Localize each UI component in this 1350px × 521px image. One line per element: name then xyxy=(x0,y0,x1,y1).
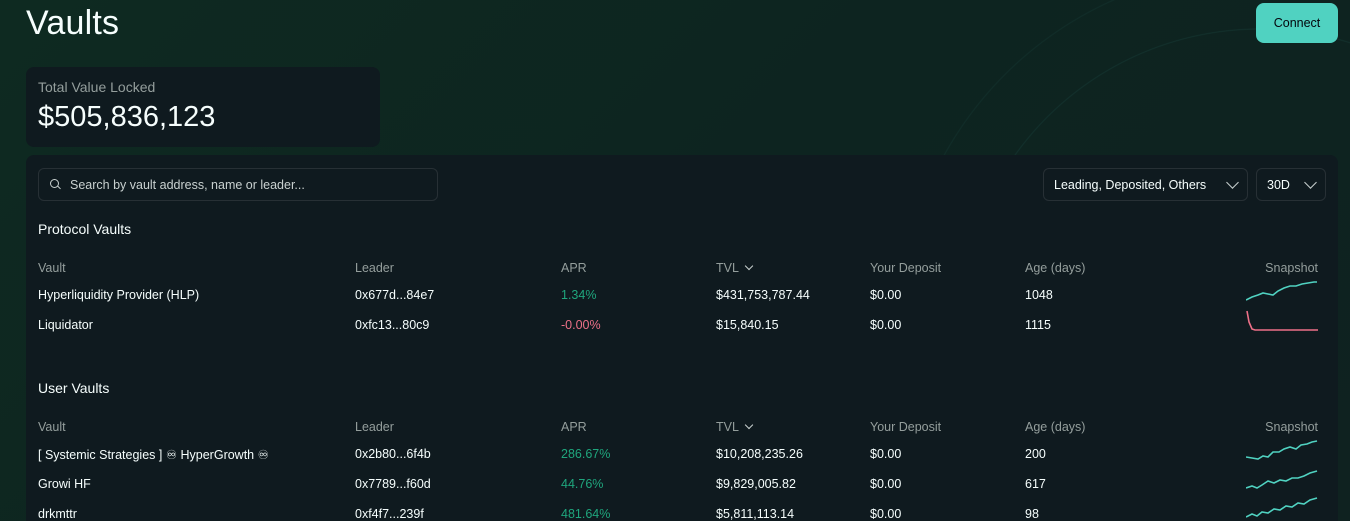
snapshot-sparkline xyxy=(1246,310,1318,331)
table-row[interactable]: Growi HF 0x7789...f60d 44.76% $9,829,005… xyxy=(38,470,1318,497)
tvl-value: $15,840.15 xyxy=(716,318,779,332)
tvl-value: $10,208,235.26 xyxy=(716,447,803,461)
column-header-tvl-label: TVL xyxy=(716,420,739,434)
leader-address: 0xf4f7...239f xyxy=(355,507,424,521)
age-value: 98 xyxy=(1025,507,1039,521)
deposit-value: $0.00 xyxy=(870,477,902,491)
column-header-vault[interactable]: Vault xyxy=(38,420,66,434)
snapshot-sparkline xyxy=(1246,470,1318,489)
leader-address: 0x7789...f60d xyxy=(355,477,431,491)
age-value: 200 xyxy=(1025,447,1046,461)
page-title: Vaults xyxy=(26,4,120,42)
chevron-down-icon xyxy=(1226,176,1239,189)
snapshot-sparkline xyxy=(1246,497,1318,518)
protocol-table-header: Vault Leader APR TVL Your Deposit Age (d… xyxy=(38,261,1318,281)
column-header-deposit[interactable]: Your Deposit xyxy=(870,420,942,434)
vault-filter-dropdown[interactable]: Leading, Deposited, Others xyxy=(1043,168,1248,201)
vault-name: Growi HF xyxy=(38,477,91,491)
column-header-leader[interactable]: Leader xyxy=(355,261,394,275)
tvl-label: Total Value Locked xyxy=(38,79,156,95)
snapshot-sparkline xyxy=(1246,440,1318,460)
vault-name: drkmttr xyxy=(38,507,77,521)
age-value: 1048 xyxy=(1025,288,1053,302)
deposit-value: $0.00 xyxy=(870,447,902,461)
column-header-tvl[interactable]: TVL xyxy=(716,261,754,275)
vaults-panel: Leading, Deposited, Others 30D Protocol … xyxy=(26,155,1338,521)
user-table-header: Vault Leader APR TVL Your Deposit Age (d… xyxy=(38,420,1318,440)
vault-filter-value: Leading, Deposited, Others xyxy=(1054,177,1207,192)
tvl-value: $431,753,787.44 xyxy=(716,288,810,302)
tvl-value: $9,829,005.82 xyxy=(716,477,796,491)
vault-name: Liquidator xyxy=(38,318,93,332)
search-icon xyxy=(50,178,62,191)
apr-value: 1.34% xyxy=(561,288,597,302)
deposit-value: $0.00 xyxy=(870,507,902,521)
period-dropdown[interactable]: 30D xyxy=(1256,168,1326,201)
snapshot-sparkline xyxy=(1246,281,1317,301)
total-value-locked-card: Total Value Locked $505,836,123 xyxy=(26,67,380,147)
vault-name: Hyperliquidity Provider (HLP) xyxy=(38,288,200,302)
column-header-tvl-label: TVL xyxy=(716,261,739,275)
column-header-snapshot: Snapshot xyxy=(1265,261,1318,275)
column-header-vault[interactable]: Vault xyxy=(38,261,66,275)
age-value: 617 xyxy=(1025,477,1046,491)
connect-button[interactable]: Connect xyxy=(1256,3,1338,43)
apr-value: 481.64% xyxy=(561,507,611,521)
protocol-vaults-title: Protocol Vaults xyxy=(38,221,132,237)
tvl-value: $505,836,123 xyxy=(38,101,216,133)
sort-chevron-icon xyxy=(744,420,754,430)
apr-value: -0.00% xyxy=(561,318,601,332)
vault-name: [ Systemic Strategies ] ♾ HyperGrowth ♾ xyxy=(38,448,269,462)
table-row[interactable]: drkmttr 0xf4f7...239f 481.64% $5,811,113… xyxy=(38,497,1318,521)
column-header-deposit[interactable]: Your Deposit xyxy=(870,261,942,275)
table-row[interactable]: Liquidator 0xfc13...80c9 -0.00% $15,840.… xyxy=(38,310,1318,338)
column-header-snapshot: Snapshot xyxy=(1265,420,1318,434)
leader-address: 0x2b80...6f4b xyxy=(355,447,431,461)
period-value: 30D xyxy=(1267,177,1290,192)
search-box[interactable] xyxy=(38,168,438,201)
column-header-age[interactable]: Age (days) xyxy=(1025,261,1086,275)
apr-value: 44.76% xyxy=(561,477,604,491)
leader-address: 0xfc13...80c9 xyxy=(355,318,430,332)
tvl-value: $5,811,113.14 xyxy=(716,507,795,521)
column-header-tvl[interactable]: TVL xyxy=(716,420,754,434)
chevron-down-icon xyxy=(1304,176,1317,189)
sort-chevron-icon xyxy=(744,261,754,271)
apr-value: 286.67% xyxy=(561,447,611,461)
table-row[interactable]: Hyperliquidity Provider (HLP) 0x677d...8… xyxy=(38,281,1318,308)
column-header-apr[interactable]: APR xyxy=(561,420,587,434)
deposit-value: $0.00 xyxy=(870,318,902,332)
table-row[interactable]: [ Systemic Strategies ] ♾ HyperGrowth ♾ … xyxy=(38,440,1318,467)
column-header-apr[interactable]: APR xyxy=(561,261,587,275)
column-header-leader[interactable]: Leader xyxy=(355,420,394,434)
search-input[interactable] xyxy=(70,177,410,192)
leader-address: 0x677d...84e7 xyxy=(355,288,435,302)
user-vaults-title: User Vaults xyxy=(38,380,110,396)
deposit-value: $0.00 xyxy=(870,288,902,302)
age-value: 1115 xyxy=(1025,318,1051,332)
column-header-age[interactable]: Age (days) xyxy=(1025,420,1086,434)
